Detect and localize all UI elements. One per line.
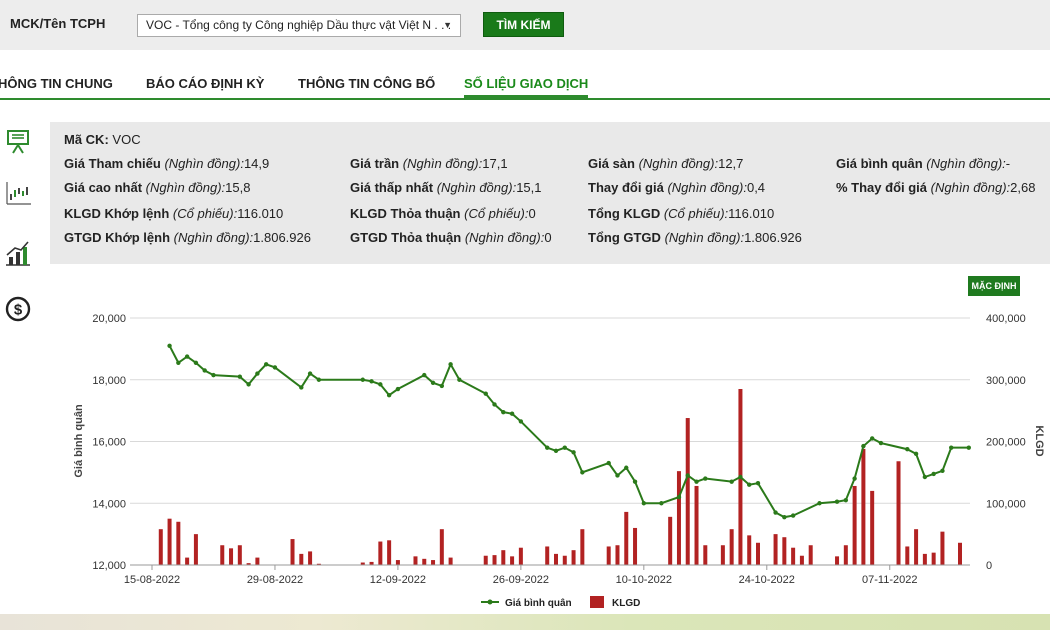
vol-total: Tổng KLGD (Cổ phiếu):116.010 <box>588 206 775 221</box>
vol-deal: KLGD Thỏa thuận (Cổ phiếu):0 <box>350 206 536 221</box>
vol-match: KLGD Khớp lệnh (Cổ phiếu):116.010 <box>64 206 284 221</box>
search-label: MCK/Tên TCPH <box>10 16 106 31</box>
board-icon[interactable] <box>3 126 33 156</box>
stock-code-row: Mã CK: VOC <box>64 132 141 147</box>
dropdown-arrow-icon: ▼ <box>443 20 452 30</box>
tab-trading-data[interactable]: SỐ LIỆU GIAO DỊCH <box>464 76 589 98</box>
tab-disclosure[interactable]: THÔNG TIN CÔNG BỐ <box>298 76 436 91</box>
svg-text:$: $ <box>14 302 23 319</box>
val-total: Tổng GTGD (Nghìn đồng):1.806.926 <box>588 230 802 245</box>
candlestick-icon[interactable] <box>3 178 33 208</box>
search-button[interactable]: TÌM KIẾM <box>483 12 564 37</box>
default-view-button[interactable]: MẶC ĐỊNH <box>968 276 1020 296</box>
ceiling-price: Giá trần (Nghìn đồng):17,1 <box>350 156 508 171</box>
price-change: Thay đổi giá (Nghìn đồng):0,4 <box>588 180 766 195</box>
search-bar: MCK/Tên TCPH VOC - Tổng công ty Công ngh… <box>0 0 1050 51</box>
tab-general-info[interactable]: HÔNG TIN CHUNG <box>0 76 113 91</box>
tab-periodic-report[interactable]: BÁO CÁO ĐỊNH KỲ <box>146 76 265 91</box>
pct-change: % Thay đổi giá (Nghìn đồng):2,68 <box>836 180 1036 195</box>
high-price: Giá cao nhất (Nghìn đồng):15,8 <box>64 180 251 195</box>
ref-price: Giá Tham chiếu (Nghìn đồng):14,9 <box>64 156 270 171</box>
floor-price: Giá sàn (Nghìn đồng):12,7 <box>588 156 744 171</box>
stock-info-panel: Mã CK: VOC Giá Tham chiếu (Nghìn đồng):1… <box>50 122 1050 264</box>
bottom-strip <box>0 614 1050 630</box>
stock-code: VOC <box>112 132 141 147</box>
low-price: Giá thấp nhất (Nghìn đồng):15,1 <box>350 180 542 195</box>
dollar-icon[interactable]: $ <box>3 294 33 324</box>
company-select-value: VOC - Tổng công ty Công nghiệp Dầu thực … <box>146 18 452 32</box>
chart-area <box>50 264 1050 614</box>
val-match: GTGD Khớp lệnh (Nghìn đồng):1.806.926 <box>64 230 311 245</box>
tab-bar: HÔNG TIN CHUNG BÁO CÁO ĐỊNH KỲ THÔNG TIN… <box>0 50 1050 100</box>
avg-price: Giá bình quân (Nghìn đồng):- <box>836 156 1011 171</box>
company-select[interactable]: VOC - Tổng công ty Công nghiệp Dầu thực … <box>137 14 461 37</box>
bar-growth-icon[interactable] <box>3 238 33 268</box>
val-deal: GTGD Thỏa thuận (Nghìn đồng):0 <box>350 230 552 245</box>
